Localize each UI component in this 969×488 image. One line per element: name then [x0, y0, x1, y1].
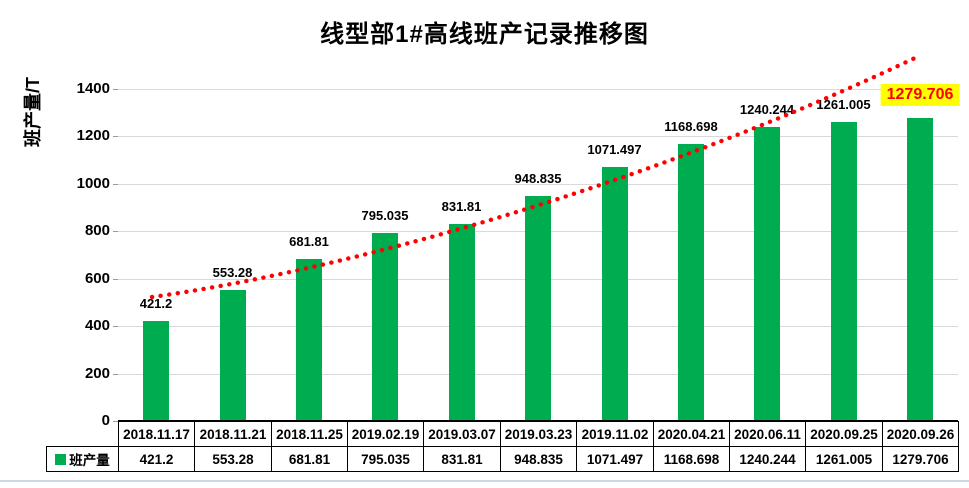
y-tick-label: 600 — [84, 269, 110, 287]
bar — [601, 166, 628, 421]
y-tick-label: 800 — [84, 222, 110, 240]
bar — [525, 196, 551, 421]
date-cell: 2018.11.17 — [118, 421, 195, 447]
bar-value-label-highlighted: 1279.706 — [880, 83, 960, 106]
y-tick-mark — [113, 421, 118, 422]
bar-value-label: 948.835 — [514, 171, 562, 186]
bottom-divider — [0, 480, 969, 482]
gridline — [118, 89, 958, 90]
value-cell: 1168.698 — [653, 446, 730, 472]
date-cell: 2020.09.26 — [882, 421, 959, 447]
value-cell: 681.81 — [271, 446, 348, 472]
bar — [372, 232, 398, 421]
y-tick-label: 400 — [84, 317, 110, 335]
date-cell: 2020.04.21 — [653, 421, 730, 447]
bar-value-label: 1071.497 — [587, 141, 642, 157]
bar-value-label: 681.81 — [289, 234, 329, 250]
value-cell: 948.835 — [500, 446, 577, 472]
bar — [143, 321, 169, 421]
bar — [830, 122, 857, 421]
value-cell: 1279.706 — [882, 446, 959, 472]
y-tick-mark — [113, 278, 118, 280]
chart-title: 线型部1#高线班产记录推移图 — [320, 21, 649, 48]
value-cell: 553.28 — [194, 446, 272, 472]
legend-cell: 班产量 — [46, 446, 119, 472]
bar-value-label: 1240.244 — [739, 101, 795, 117]
y-tick-mark — [113, 89, 118, 90]
value-cell: 1071.497 — [576, 446, 654, 472]
y-tick-mark — [113, 183, 118, 185]
y-axis-title: 班产量/T — [23, 77, 43, 147]
bar — [907, 117, 933, 421]
legend-label: 班产量 — [69, 453, 110, 468]
y-tick-label: 1000 — [76, 174, 110, 192]
bar-value-label: 831.81 — [441, 198, 482, 214]
y-tick-label: 200 — [84, 364, 110, 382]
y-tick-label: 1200 — [76, 127, 110, 145]
bar — [678, 143, 704, 421]
date-cell: 2019.03.23 — [500, 421, 577, 447]
y-tick-mark — [113, 231, 118, 233]
series-color-swatch — [55, 453, 67, 465]
bar — [754, 126, 780, 421]
date-cell: 2019.02.19 — [347, 421, 424, 447]
value-cell: 1240.244 — [729, 446, 806, 472]
y-tick-label: 0 — [101, 412, 110, 429]
bar-value-label: 553.28 — [212, 264, 253, 280]
y-tick-label: 1400 — [76, 80, 110, 97]
y-tick-mark — [113, 326, 118, 328]
date-cell: 2018.11.21 — [194, 421, 272, 447]
bar — [219, 289, 246, 421]
y-tick-mark — [113, 136, 118, 138]
bar-value-label: 1168.698 — [664, 118, 718, 134]
bar — [448, 223, 475, 421]
bar-value-label: 1261.005 — [816, 97, 871, 112]
value-cell: 795.035 — [347, 446, 424, 472]
date-cell: 2020.09.25 — [805, 421, 883, 447]
value-cell: 1261.005 — [805, 446, 883, 472]
value-cell: 831.81 — [423, 446, 501, 472]
y-tick-mark — [113, 373, 118, 375]
date-cell: 2018.11.25 — [271, 421, 348, 447]
value-cell: 421.2 — [118, 446, 195, 472]
bar-value-label: 795.035 — [361, 207, 409, 223]
date-cell: 2020.06.11 — [729, 421, 806, 447]
date-cell: 2019.11.02 — [576, 421, 654, 447]
bar — [296, 259, 322, 421]
bar-value-label: 421.2 — [139, 296, 173, 312]
date-cell: 2019.03.07 — [423, 421, 501, 447]
